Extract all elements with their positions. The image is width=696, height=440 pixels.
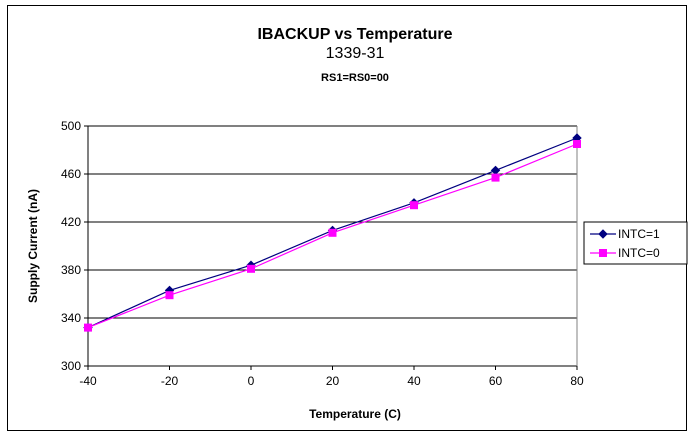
legend-label: INTC=0 xyxy=(618,246,660,260)
x-axis-label: Temperature (C) xyxy=(309,407,401,421)
x-tick-label: 80 xyxy=(570,374,584,388)
chart-subtitle: 1339-31 xyxy=(326,45,385,62)
x-tick-label: 60 xyxy=(489,374,503,388)
x-tick-label: 0 xyxy=(248,374,255,388)
data-point xyxy=(410,201,418,210)
legend-marker xyxy=(599,249,607,257)
data-point xyxy=(328,228,337,237)
x-tick-label: 40 xyxy=(407,374,421,388)
legend-marker xyxy=(598,229,608,239)
y-tick-label: 500 xyxy=(61,119,81,133)
data-point xyxy=(573,140,581,148)
data-point xyxy=(491,173,500,182)
y-axis-label: Supply Current (nA) xyxy=(26,189,40,303)
plot-area: 300 340 380 420 460 500 -40 -20 0 20 40 60 80 xyxy=(61,119,584,388)
chart-title: IBACKUP vs Temperature xyxy=(257,26,452,43)
legend-label: INTC=1 xyxy=(618,227,660,241)
chart-subtitle-2: RS1=RS0=00 xyxy=(321,72,389,84)
plot-background xyxy=(88,126,577,366)
data-point xyxy=(247,264,255,273)
x-tick-label: -40 xyxy=(79,374,97,388)
y-tick-label: 420 xyxy=(61,215,81,229)
legend: INTC=1 INTC=0 xyxy=(583,221,688,265)
y-tick-label: 460 xyxy=(61,167,81,181)
data-point xyxy=(165,291,174,300)
y-tick-label: 340 xyxy=(61,311,81,325)
x-tick-label: -20 xyxy=(161,374,179,388)
data-point xyxy=(84,323,92,332)
x-tick-label: 20 xyxy=(326,374,340,388)
y-tick-label: 380 xyxy=(61,263,81,277)
y-tick-label: 300 xyxy=(61,359,81,373)
